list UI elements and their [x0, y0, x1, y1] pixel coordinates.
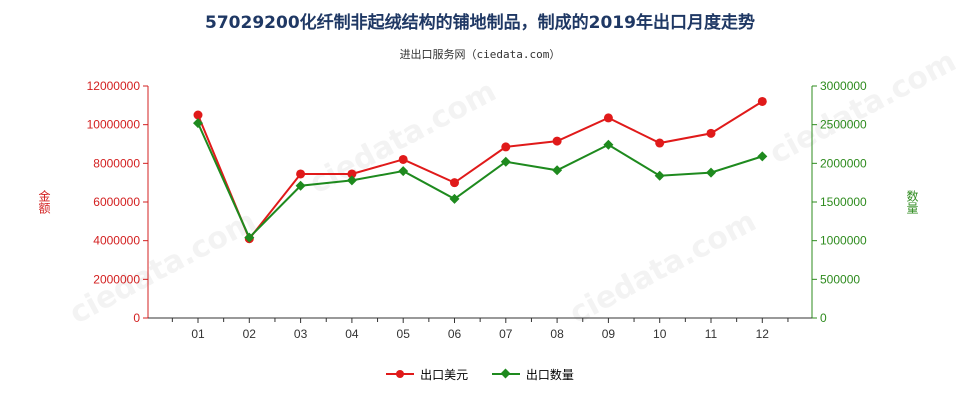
series1-point: [193, 110, 203, 120]
legend-red-line-icon: [386, 370, 415, 378]
x-tick-label: 03: [294, 327, 308, 341]
series2-point: [552, 165, 563, 176]
series2-point: [654, 170, 665, 181]
x-tick-label: 08: [550, 327, 564, 341]
right-tick-label: 3000000: [820, 79, 867, 93]
series1-point: [706, 128, 716, 138]
left-tick-label: 6000000: [93, 195, 140, 209]
legend-item-export-usd[interactable]: 出口美元: [386, 366, 468, 383]
legend: 出口美元 出口数量: [0, 364, 960, 383]
series2-point: [603, 139, 614, 150]
right-tick-label: 500000: [820, 272, 860, 286]
right-tick-label: 2000000: [820, 156, 867, 170]
series2-point: [295, 180, 306, 191]
legend-label-export-qty: 出口数量: [525, 367, 574, 382]
x-tick-label: 01: [191, 327, 205, 341]
series-layer: [193, 96, 768, 244]
x-tick-label: 12: [756, 327, 770, 341]
left-tick-label: 2000000: [93, 272, 140, 286]
series2-point: [193, 118, 203, 129]
right-tick-label: 1500000: [820, 195, 867, 209]
x-tick-label: 06: [448, 327, 462, 341]
series2-point: [346, 175, 357, 186]
right-tick-label: 1000000: [820, 234, 867, 248]
series1-point: [296, 169, 306, 179]
series2-point: [398, 166, 409, 177]
series2-point: [706, 167, 716, 178]
x-tick-label: 11: [705, 327, 718, 341]
legend-label-export-usd: 出口美元: [420, 367, 469, 382]
series2-point: [449, 193, 460, 204]
series2-point: [757, 151, 768, 162]
x-tick-label: 05: [397, 327, 411, 341]
series1-point: [655, 138, 665, 148]
left-tick-label: 4000000: [93, 234, 140, 248]
series1-point: [501, 142, 511, 152]
series2-point: [244, 232, 255, 243]
x-tick-label: 09: [602, 327, 616, 341]
series1-point: [757, 96, 767, 106]
left-tick-label: 8000000: [93, 156, 140, 170]
series1-point: [603, 113, 613, 123]
right-axis-label: 数量: [905, 190, 919, 214]
chart-subtitle: 进出口服务网（ciedata.com）: [399, 48, 561, 61]
series1-point: [398, 154, 408, 164]
left-tick-label: 12000000: [87, 79, 141, 93]
series2-point: [500, 156, 511, 167]
axes-layer: 0200000040000006000000800000010000000120…: [87, 79, 867, 341]
left-tick-label: 0: [133, 311, 140, 325]
series1-point: [347, 169, 357, 179]
x-tick-label: 02: [243, 327, 257, 341]
legend-item-export-qty[interactable]: 出口数量: [491, 366, 574, 383]
x-tick-label: 04: [345, 327, 359, 341]
left-axis-label: 金额: [37, 190, 51, 214]
series1-point: [552, 136, 562, 146]
right-tick-label: 0: [820, 311, 827, 325]
left-tick-label: 10000000: [87, 118, 141, 132]
right-tick-label: 2500000: [820, 118, 867, 132]
x-tick-label: 07: [499, 327, 513, 341]
series-line-2: [197, 122, 763, 240]
legend-green-line-icon: [491, 373, 520, 375]
chart-title: 57029200化纤制非起绒结构的铺地制品，制成的2019年出口月度走势: [205, 13, 755, 33]
x-tick-label: 10: [653, 327, 667, 341]
series-line-1: [197, 100, 763, 241]
series1-point: [450, 178, 459, 188]
